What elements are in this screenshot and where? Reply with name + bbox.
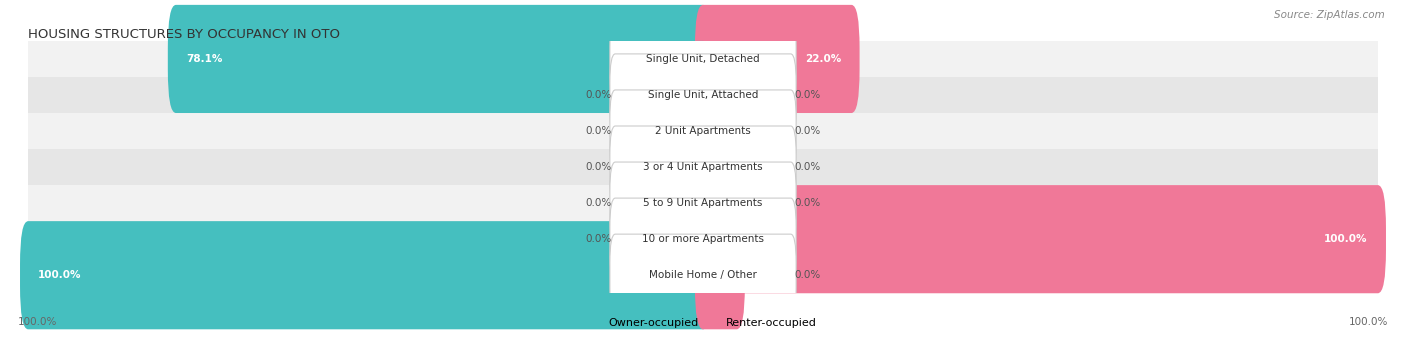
Text: 3 or 4 Unit Apartments: 3 or 4 Unit Apartments: [643, 162, 763, 172]
FancyBboxPatch shape: [28, 185, 1378, 221]
FancyBboxPatch shape: [610, 90, 796, 172]
Text: HOUSING STRUCTURES BY OCCUPANCY IN OTO: HOUSING STRUCTURES BY OCCUPANCY IN OTO: [28, 28, 340, 41]
Text: Single Unit, Detached: Single Unit, Detached: [647, 54, 759, 64]
Text: 0.0%: 0.0%: [794, 126, 820, 136]
FancyBboxPatch shape: [661, 41, 711, 149]
Text: 0.0%: 0.0%: [586, 162, 612, 172]
FancyBboxPatch shape: [695, 185, 1386, 293]
Text: 78.1%: 78.1%: [186, 54, 222, 64]
Text: Single Unit, Attached: Single Unit, Attached: [648, 90, 758, 100]
FancyBboxPatch shape: [695, 221, 745, 329]
Text: 0.0%: 0.0%: [586, 234, 612, 244]
FancyBboxPatch shape: [661, 185, 711, 293]
FancyBboxPatch shape: [610, 198, 796, 280]
Text: 0.0%: 0.0%: [794, 198, 820, 208]
FancyBboxPatch shape: [28, 113, 1378, 149]
Text: 2 Unit Apartments: 2 Unit Apartments: [655, 126, 751, 136]
Text: 0.0%: 0.0%: [586, 90, 612, 100]
Text: 100.0%: 100.0%: [1324, 234, 1368, 244]
FancyBboxPatch shape: [610, 234, 796, 316]
FancyBboxPatch shape: [695, 77, 745, 185]
FancyBboxPatch shape: [28, 257, 1378, 293]
FancyBboxPatch shape: [610, 162, 796, 244]
FancyBboxPatch shape: [610, 18, 796, 100]
FancyBboxPatch shape: [28, 149, 1378, 185]
Text: Source: ZipAtlas.com: Source: ZipAtlas.com: [1274, 10, 1385, 20]
FancyBboxPatch shape: [695, 113, 745, 221]
Legend: Owner-occupied, Renter-occupied: Owner-occupied, Renter-occupied: [585, 313, 821, 332]
Text: 100.0%: 100.0%: [18, 317, 58, 327]
FancyBboxPatch shape: [610, 54, 796, 136]
FancyBboxPatch shape: [661, 77, 711, 185]
Text: 0.0%: 0.0%: [794, 162, 820, 172]
FancyBboxPatch shape: [28, 41, 1378, 77]
Text: 0.0%: 0.0%: [794, 90, 820, 100]
Text: 0.0%: 0.0%: [794, 270, 820, 280]
FancyBboxPatch shape: [695, 149, 745, 257]
Text: Mobile Home / Other: Mobile Home / Other: [650, 270, 756, 280]
FancyBboxPatch shape: [661, 149, 711, 257]
Text: 100.0%: 100.0%: [1348, 317, 1388, 327]
Text: 100.0%: 100.0%: [38, 270, 82, 280]
Text: 22.0%: 22.0%: [806, 54, 841, 64]
FancyBboxPatch shape: [20, 221, 711, 329]
Text: 10 or more Apartments: 10 or more Apartments: [643, 234, 763, 244]
FancyBboxPatch shape: [28, 77, 1378, 113]
Text: 5 to 9 Unit Apartments: 5 to 9 Unit Apartments: [644, 198, 762, 208]
FancyBboxPatch shape: [695, 41, 745, 149]
FancyBboxPatch shape: [167, 5, 711, 113]
Text: 0.0%: 0.0%: [586, 126, 612, 136]
FancyBboxPatch shape: [695, 5, 859, 113]
FancyBboxPatch shape: [28, 221, 1378, 257]
Text: 0.0%: 0.0%: [586, 198, 612, 208]
FancyBboxPatch shape: [610, 126, 796, 208]
FancyBboxPatch shape: [661, 113, 711, 221]
